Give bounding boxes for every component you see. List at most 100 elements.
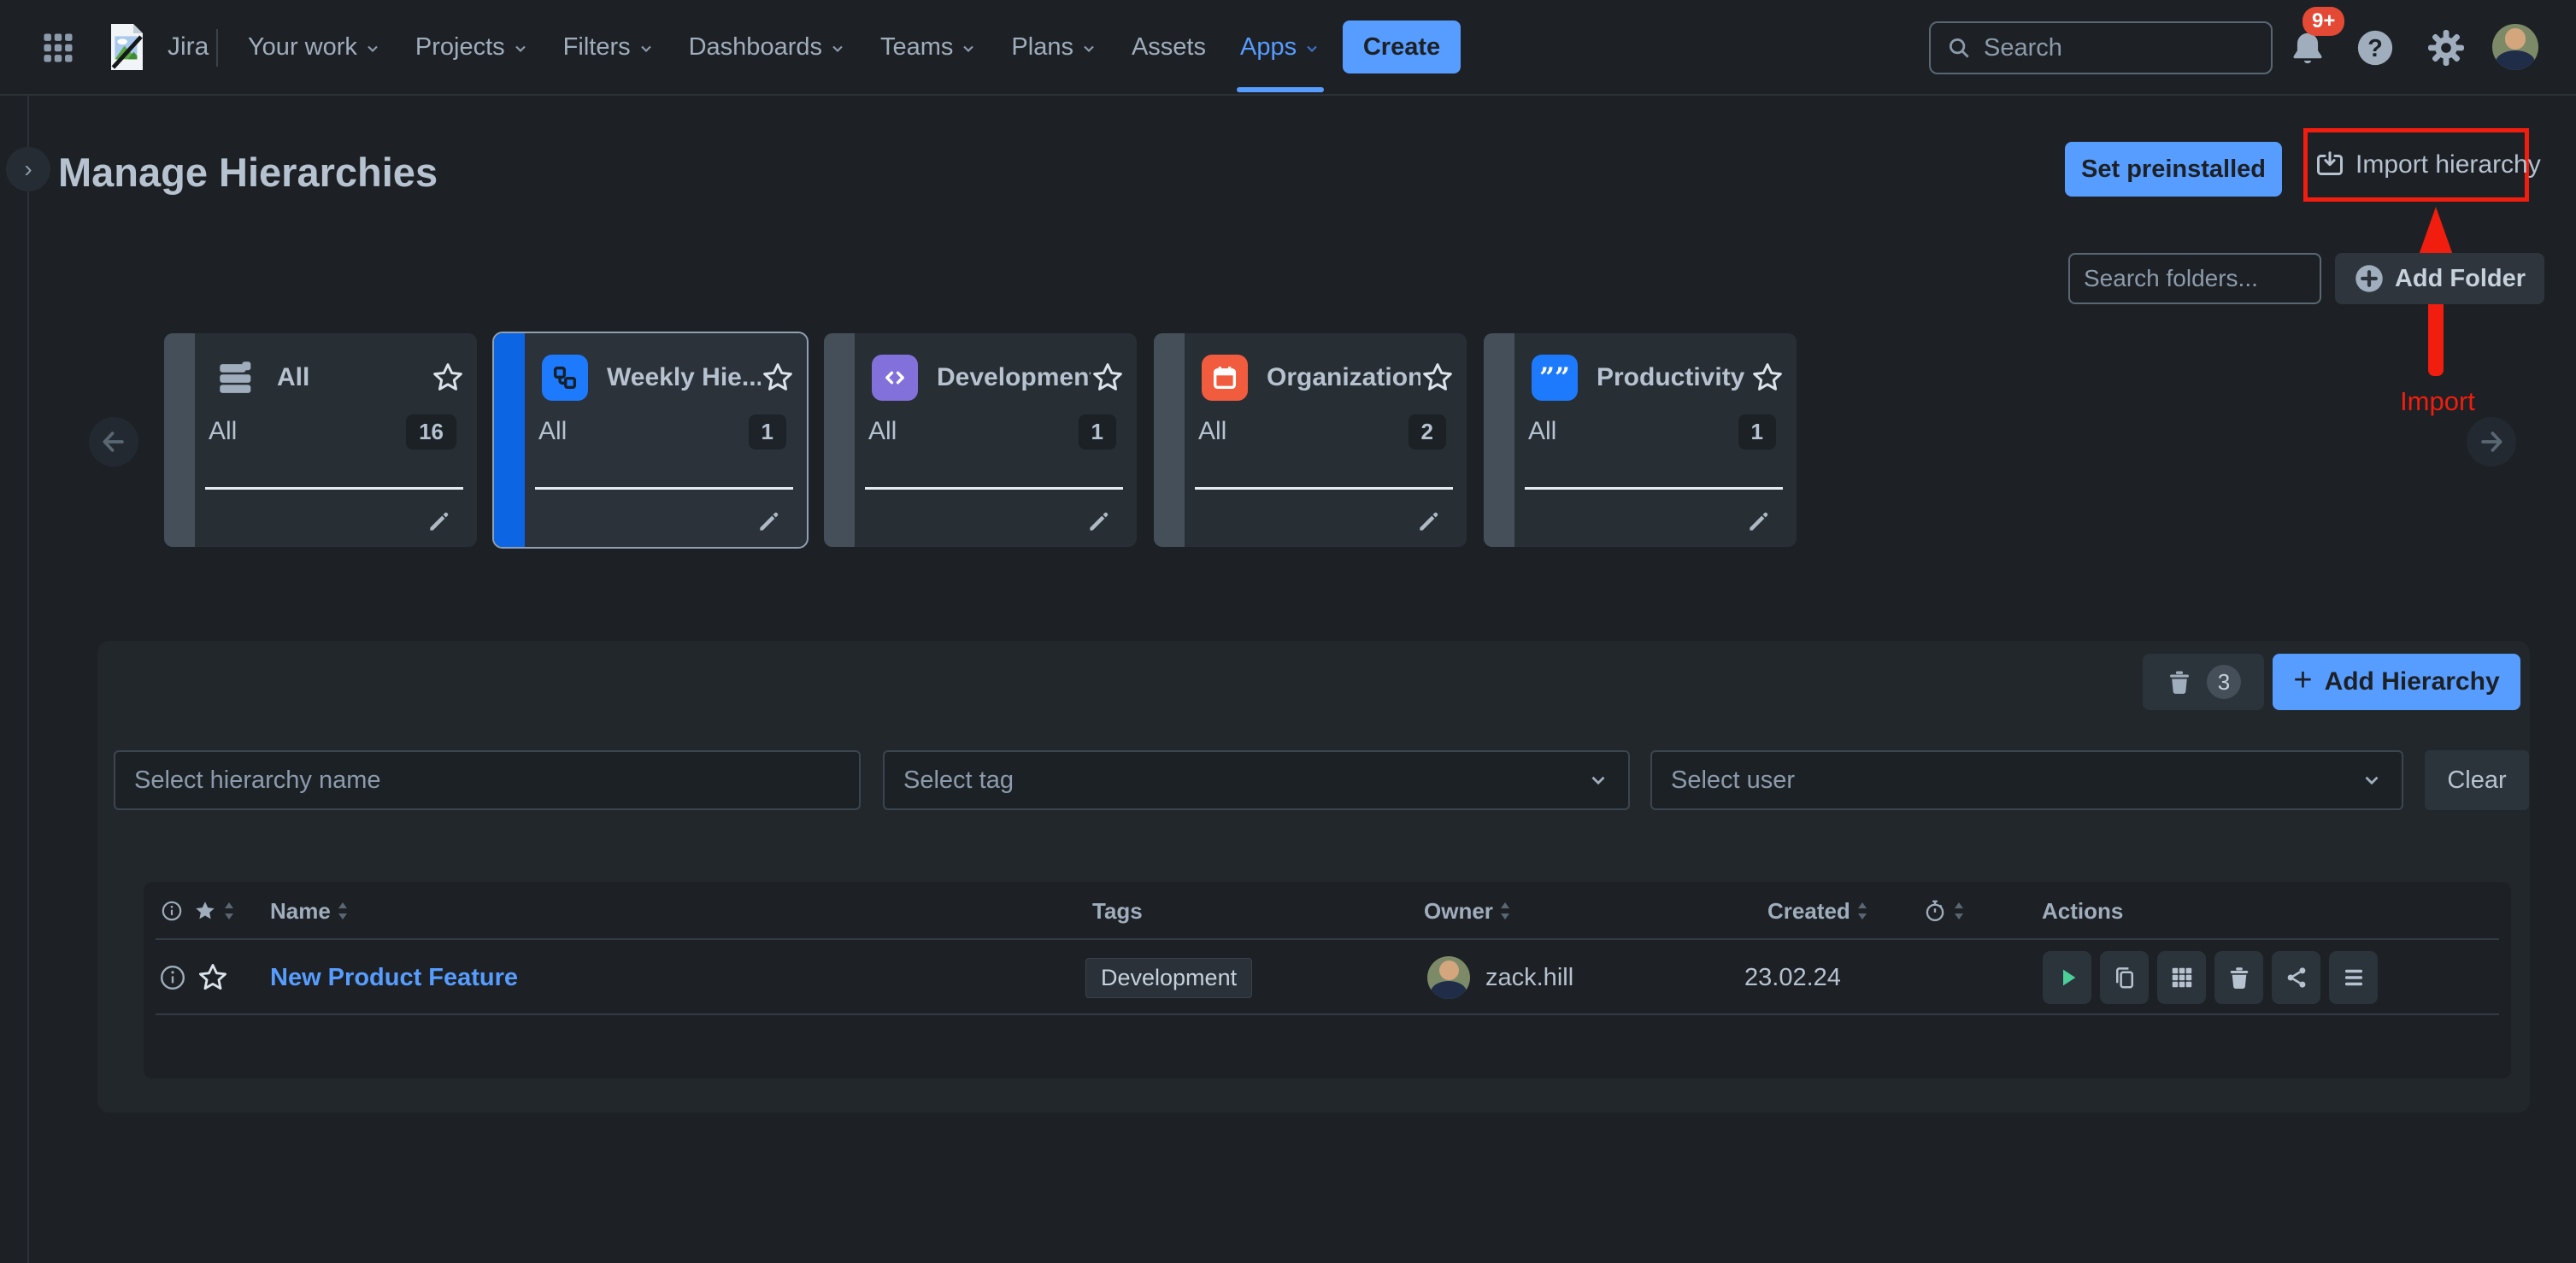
folder-divider (205, 487, 463, 490)
notifications-button[interactable] (2288, 29, 2327, 68)
set-preinstalled-button[interactable]: Set preinstalled (2065, 142, 2282, 197)
edit-pencil-icon[interactable] (1745, 508, 1773, 535)
header-favorite[interactable] (193, 882, 235, 940)
row-favorite-button[interactable] (197, 940, 229, 1015)
tag-filter-select[interactable]: Select tag (883, 750, 1630, 810)
folder-count-badge: 1 (1738, 414, 1776, 449)
hierarchy-table: Name Tags Owner Created Actions (144, 882, 2511, 1078)
header-name[interactable]: Name (270, 882, 349, 940)
avatar-face (2504, 28, 2526, 50)
folder-subtitle: All (1198, 417, 1227, 445)
app-switcher-button[interactable] (36, 26, 80, 70)
folder-count-badge: 1 (748, 414, 786, 449)
timer-icon (1923, 899, 1947, 923)
folder-card-development[interactable]: Development All 1 (824, 333, 1137, 547)
nav-item-teams[interactable]: Teams (880, 0, 977, 94)
stack-icon (212, 355, 258, 401)
import-hierarchy-annotation-box: Import hierarchy (2303, 128, 2541, 202)
calendar-icon (1202, 355, 1248, 401)
star-icon[interactable] (1750, 361, 1785, 395)
arrow-right-icon (2477, 427, 2506, 456)
row-info-button[interactable] (159, 940, 186, 1015)
folder-card-weekly[interactable]: Weekly Hie... All 1 (492, 332, 809, 549)
header-created[interactable]: Created (1767, 882, 1868, 940)
chevron-down-icon (1080, 40, 1097, 57)
star-icon (193, 899, 217, 923)
folder-stripe (824, 333, 855, 547)
folder-count-badge: 16 (406, 414, 456, 449)
info-icon (159, 964, 186, 991)
folder-card-productivity[interactable]: ”” Productivity All 1 (1484, 333, 1797, 547)
share-button[interactable] (2272, 951, 2320, 1004)
menu-button[interactable] (2329, 951, 2378, 1004)
folder-card-all[interactable]: All All 16 (164, 333, 477, 547)
hierarchy-panel: 3 + Add Hierarchy Select tag Select user… (97, 641, 2530, 1113)
nav-item-dashboards[interactable]: Dashboards (689, 0, 846, 94)
folder-card-organization[interactable]: Organization All 2 (1154, 333, 1467, 547)
header-info[interactable] (161, 882, 183, 940)
edit-pencil-icon[interactable] (1085, 508, 1113, 535)
add-folder-button[interactable]: Add Folder (2335, 253, 2544, 304)
bulk-delete-button[interactable]: 3 (2143, 654, 2264, 710)
delete-button[interactable] (2214, 951, 2263, 1004)
edit-pencil-icon[interactable] (426, 508, 453, 535)
header-owner[interactable]: Owner (1424, 882, 1511, 940)
sort-icon (223, 901, 235, 921)
nav-item-filters[interactable]: Filters (563, 0, 655, 94)
hierarchy-name-link[interactable]: New Product Feature (270, 963, 519, 991)
grid-icon (2169, 965, 2195, 990)
create-button[interactable]: Create (1343, 21, 1461, 73)
import-hierarchy-button[interactable]: Import hierarchy (2355, 150, 2541, 179)
chevron-down-icon (364, 40, 381, 57)
primary-navigation: Your work Projects Filters Dashboards Te… (248, 0, 1325, 94)
nav-item-apps[interactable]: Apps (1236, 0, 1325, 94)
grid-view-button[interactable] (2157, 951, 2206, 1004)
table-row: New Product Feature Development zack.hil… (144, 940, 2511, 1015)
nav-item-your-work[interactable]: Your work (248, 0, 381, 94)
user-filter-select[interactable]: Select user (1650, 750, 2403, 810)
folder-subtitle: All (1528, 417, 1557, 445)
settings-button[interactable] (2426, 27, 2467, 68)
edit-pencil-icon[interactable] (1415, 508, 1443, 535)
jira-logo-placeholder-icon[interactable] (106, 22, 147, 72)
nav-item-plans[interactable]: Plans (1011, 0, 1097, 94)
user-avatar[interactable] (2492, 24, 2538, 70)
carousel-prev-button[interactable] (89, 417, 138, 467)
folder-divider (865, 487, 1123, 490)
star-icon[interactable] (761, 361, 795, 395)
row-actions (2043, 940, 2386, 1015)
chevron-down-icon (512, 40, 529, 57)
sidebar-expand-button[interactable]: › (6, 147, 50, 191)
plus-icon: + (2293, 661, 2313, 698)
star-icon[interactable] (431, 361, 465, 395)
copy-button[interactable] (2100, 951, 2149, 1004)
play-icon (2055, 965, 2080, 990)
add-hierarchy-button[interactable]: + Add Hierarchy (2273, 654, 2520, 710)
help-button[interactable]: ? (2355, 28, 2395, 68)
page-title: Manage Hierarchies (58, 150, 438, 195)
run-button[interactable] (2043, 951, 2091, 1004)
table-header-row: Name Tags Owner Created Actions (144, 882, 2511, 940)
folder-stripe-selected (494, 333, 525, 547)
folder-search-input[interactable] (2068, 253, 2321, 304)
star-icon[interactable] (1091, 361, 1125, 395)
nav-item-projects[interactable]: Projects (415, 0, 529, 94)
edit-pencil-icon[interactable] (756, 508, 783, 535)
plus-circle-icon (2354, 263, 2385, 294)
clear-filters-button[interactable]: Clear (2425, 750, 2529, 810)
copy-icon (2112, 965, 2138, 990)
chevron-down-icon (638, 40, 655, 57)
star-icon[interactable] (1420, 361, 1455, 395)
global-search[interactable] (1929, 21, 2273, 74)
header-duration[interactable] (1923, 882, 1965, 940)
carousel-next-button[interactable] (2467, 417, 2516, 467)
hierarchy-name-filter-input[interactable] (114, 750, 861, 810)
search-input[interactable] (1984, 33, 2255, 62)
info-icon (161, 900, 183, 922)
owner-avatar (1427, 956, 1470, 999)
svg-text:””: ”” (1540, 363, 1569, 392)
nav-item-assets[interactable]: Assets (1131, 32, 1206, 61)
header-actions: Actions (2042, 897, 2124, 924)
folder-count-badge: 2 (1408, 414, 1446, 449)
help-icon: ? (2355, 28, 2395, 68)
